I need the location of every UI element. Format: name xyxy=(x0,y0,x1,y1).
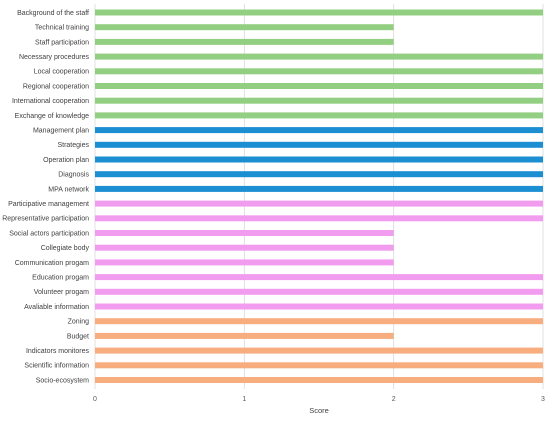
bar xyxy=(95,274,543,281)
x-tick-label: 2 xyxy=(392,396,396,403)
category-label: Necessary procedures xyxy=(19,54,90,61)
category-label: Volunteer progam xyxy=(34,289,89,296)
category-label: Scientific information xyxy=(24,363,89,370)
bar xyxy=(95,185,543,192)
category-labels: Background of the staff Technical trainin… xyxy=(2,10,90,384)
bar xyxy=(95,53,543,60)
bar xyxy=(95,303,543,310)
category-label: Regional cooperation xyxy=(23,83,89,90)
category-label: Operation plan xyxy=(43,157,89,164)
bar xyxy=(95,38,394,45)
bar xyxy=(95,68,543,75)
category-label: Zoning xyxy=(68,319,90,326)
bar xyxy=(95,171,543,178)
category-label: Education progam xyxy=(32,275,89,282)
category-label: Technical training xyxy=(35,25,89,32)
category-label: Collegiate body xyxy=(41,245,90,252)
category-label: International cooperation xyxy=(12,98,89,105)
category-label: Social actors participation xyxy=(9,230,89,237)
category-label: Background of the staff xyxy=(17,10,89,17)
x-tick-labels: 0 1 2 3 xyxy=(93,396,545,403)
bar xyxy=(95,362,543,369)
category-label: MPA network xyxy=(48,186,89,193)
bars xyxy=(95,9,543,383)
category-label: Socio-ecosystem xyxy=(36,377,89,384)
bar xyxy=(95,156,543,163)
bar xyxy=(95,127,543,134)
bar xyxy=(95,288,543,295)
bar xyxy=(95,377,543,383)
category-label: Representative participation xyxy=(2,216,89,223)
category-label: Management plan xyxy=(33,128,89,135)
bar xyxy=(95,112,543,119)
category-label: Staff participation xyxy=(35,39,89,46)
bar xyxy=(95,200,543,207)
bar xyxy=(95,215,543,222)
bar xyxy=(95,230,394,236)
x-tick-label: 0 xyxy=(93,396,97,403)
bar xyxy=(95,83,543,89)
x-axis-title: Score xyxy=(309,406,329,415)
x-tick-label: 1 xyxy=(242,396,246,403)
bar xyxy=(95,347,543,354)
gridlines xyxy=(94,4,544,389)
bar xyxy=(95,332,394,339)
bar xyxy=(95,9,543,16)
category-label: Strategies xyxy=(57,142,89,149)
category-label: Exchange of knowledge xyxy=(15,113,89,120)
bar xyxy=(95,24,394,31)
bar xyxy=(95,259,394,266)
category-label: Diagnosis xyxy=(58,172,89,179)
category-label: Communication progam xyxy=(15,260,89,267)
bar xyxy=(95,318,543,325)
category-label: Indicators monitores xyxy=(26,348,90,355)
category-label: Budget xyxy=(67,333,89,340)
category-label: Local cooperation xyxy=(34,69,89,76)
bar xyxy=(95,141,543,148)
category-label: Participative management xyxy=(8,201,89,208)
category-label: Avaliable information xyxy=(24,304,89,311)
bar xyxy=(95,97,543,104)
x-tick-label: 3 xyxy=(541,396,545,403)
bar xyxy=(95,244,394,251)
